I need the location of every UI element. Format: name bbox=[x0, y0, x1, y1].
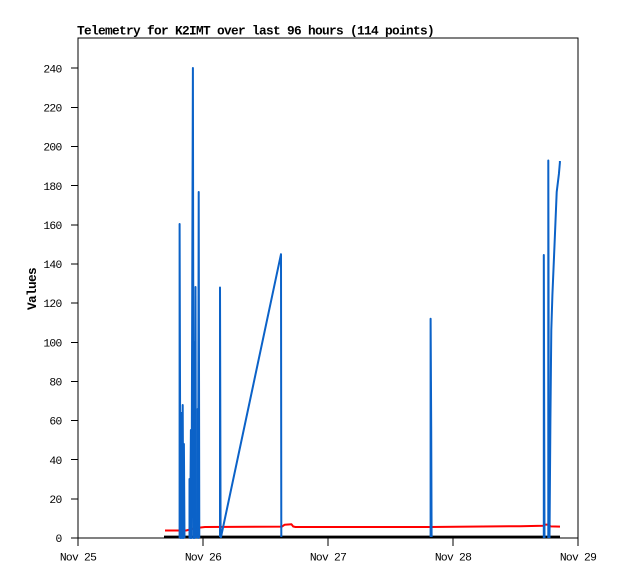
svg-text:Nov 29: Nov 29 bbox=[560, 553, 596, 565]
svg-text:0: 0 bbox=[55, 534, 62, 546]
svg-text:Nov 25: Nov 25 bbox=[60, 553, 97, 565]
svg-text:240: 240 bbox=[43, 64, 62, 76]
svg-text:80: 80 bbox=[49, 378, 62, 390]
svg-text:220: 220 bbox=[43, 104, 62, 116]
svg-text:Nov 28: Nov 28 bbox=[435, 553, 472, 565]
svg-text:60: 60 bbox=[49, 417, 62, 429]
svg-text:200: 200 bbox=[43, 143, 62, 155]
svg-text:160: 160 bbox=[43, 221, 62, 233]
svg-text:Telemetry for K2IMT over last: Telemetry for K2IMT over last 96 hours (… bbox=[77, 24, 434, 39]
svg-text:100: 100 bbox=[43, 338, 62, 350]
svg-text:Nov 27: Nov 27 bbox=[310, 553, 346, 565]
svg-text:20: 20 bbox=[49, 495, 62, 507]
svg-text:180: 180 bbox=[43, 182, 62, 194]
svg-text:140: 140 bbox=[43, 260, 62, 272]
svg-text:40: 40 bbox=[49, 456, 62, 468]
svg-text:120: 120 bbox=[43, 299, 62, 311]
svg-text:Values: Values bbox=[25, 268, 40, 310]
svg-text:Nov 26: Nov 26 bbox=[185, 553, 222, 565]
